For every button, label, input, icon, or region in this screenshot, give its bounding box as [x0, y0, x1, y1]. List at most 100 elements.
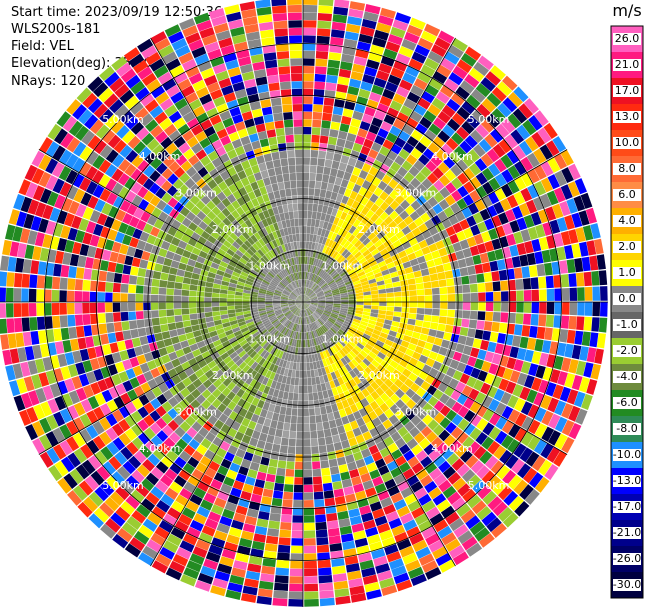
gate-cell: [390, 143, 402, 155]
gate-cell: [22, 331, 32, 347]
gate-cell: [268, 520, 280, 530]
gate-cell: [374, 355, 383, 364]
ray: [303, 302, 507, 538]
gate-cell: [287, 150, 295, 158]
gate-cell: [454, 145, 467, 159]
gate-cell: [355, 310, 363, 315]
gate-cell: [461, 469, 476, 483]
gate-cell: [289, 576, 303, 584]
gate-cell: [581, 331, 591, 347]
gate-cell: [391, 225, 402, 235]
gate-cell: [364, 343, 374, 351]
gate-cell: [382, 139, 394, 150]
gate-cell: [151, 317, 160, 326]
gate-cell: [551, 261, 561, 275]
gate-cell: [356, 222, 365, 231]
gate-cell: [74, 314, 84, 326]
gate-cell: [448, 378, 459, 389]
gate-cell: [363, 305, 372, 309]
gate-cell: [571, 344, 582, 360]
gate-cell: [313, 312, 319, 319]
gate-cell: [437, 111, 451, 124]
gate-cell: [462, 194, 474, 206]
gate-cell: [128, 284, 137, 294]
ray: [303, 270, 608, 302]
gate-cell: [487, 191, 500, 205]
gate-cell: [443, 156, 456, 169]
gate-cell: [305, 256, 308, 265]
gate-cell: [389, 125, 402, 137]
gate-cell: [491, 321, 500, 333]
gate-cell: [285, 407, 292, 416]
gate-cell: [313, 312, 320, 318]
gate-cell: [303, 298, 310, 302]
gate-cell: [571, 212, 583, 228]
gate-cell: [74, 302, 83, 314]
gate-cell: [314, 258, 320, 267]
gate-cell: [274, 575, 289, 584]
gate-cell: [326, 278, 334, 284]
gate-cell: [219, 302, 227, 307]
gate-cell: [467, 441, 481, 455]
gate-cell: [303, 477, 313, 485]
gate-cell: [309, 293, 316, 298]
gate-cell: [337, 510, 349, 520]
gate-cell: [100, 333, 110, 345]
gate-cell: [356, 302, 364, 305]
gate-cell: [454, 210, 466, 222]
gate-cell: [568, 273, 577, 287]
gate-cell: [320, 406, 327, 415]
gate-cell: [327, 231, 334, 240]
gate-cell: [332, 14, 348, 24]
gate-cell: [486, 92, 502, 108]
gate-cell: [310, 295, 317, 300]
gate-cell: [483, 272, 493, 283]
gate-cell: [393, 60, 408, 72]
gate-cell: [519, 484, 534, 500]
gate-cell: [329, 44, 343, 54]
gate-cell: [318, 260, 324, 268]
gate-cell: [476, 320, 485, 330]
gate-cell: [497, 333, 506, 344]
gate-cell: [364, 228, 373, 237]
gate-cell: [473, 233, 484, 245]
gate-cell: [359, 234, 368, 243]
gate-cell: [428, 367, 439, 378]
gate-cell: [527, 184, 540, 199]
gate-cell: [401, 226, 412, 236]
gate-cell: [422, 190, 433, 201]
gate-cell: [189, 290, 197, 297]
gate-cell: [566, 389, 579, 405]
gate-cell: [451, 132, 464, 145]
gate-cell: [296, 431, 303, 439]
gate-cell: [424, 219, 435, 229]
gate-cell: [287, 157, 296, 166]
gate-cell: [351, 358, 359, 367]
gate-cell: [332, 308, 340, 312]
gate-cell: [282, 391, 289, 400]
gate-cell: [371, 84, 384, 96]
gate-cell: [357, 326, 366, 333]
gate-cell: [312, 468, 322, 477]
gate-cell: [318, 575, 333, 584]
gate-cell: [137, 327, 147, 337]
gate-cell: [67, 278, 76, 290]
gate-cell: [303, 300, 311, 302]
gate-cell: [279, 529, 291, 538]
gate-cell: [306, 362, 311, 371]
gate-cell: [504, 134, 518, 149]
gate-cell: [378, 306, 387, 311]
gate-cell: [311, 134, 320, 143]
gate-cell: [303, 299, 310, 302]
ray: [303, 302, 575, 454]
gate-cell: [354, 193, 364, 203]
gate-cell: [255, 76, 268, 86]
gate-cell: [467, 328, 476, 338]
gate-cell: [163, 338, 173, 347]
gate-cell: [314, 287, 322, 293]
gate-cell: [516, 217, 528, 231]
gate-cell: [433, 191, 445, 203]
gate-cell: [268, 136, 278, 146]
gate-cell: [356, 298, 364, 302]
gate-cell: [583, 271, 592, 287]
